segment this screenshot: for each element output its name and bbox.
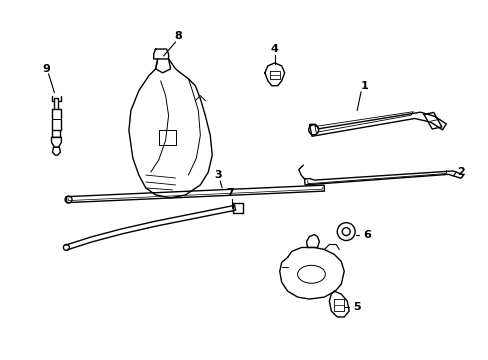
- Text: 6: 6: [363, 230, 370, 239]
- Circle shape: [63, 244, 69, 251]
- Text: 5: 5: [353, 302, 360, 312]
- Text: 1: 1: [360, 81, 367, 91]
- Circle shape: [65, 196, 72, 203]
- Text: 2: 2: [456, 167, 464, 177]
- Circle shape: [308, 125, 318, 135]
- Circle shape: [342, 228, 349, 235]
- Text: 7: 7: [226, 188, 234, 198]
- Text: 4: 4: [270, 44, 278, 54]
- Text: 9: 9: [42, 64, 50, 74]
- Text: 8: 8: [174, 31, 182, 41]
- Text: 3: 3: [214, 170, 222, 180]
- Ellipse shape: [297, 265, 325, 283]
- Circle shape: [337, 223, 354, 240]
